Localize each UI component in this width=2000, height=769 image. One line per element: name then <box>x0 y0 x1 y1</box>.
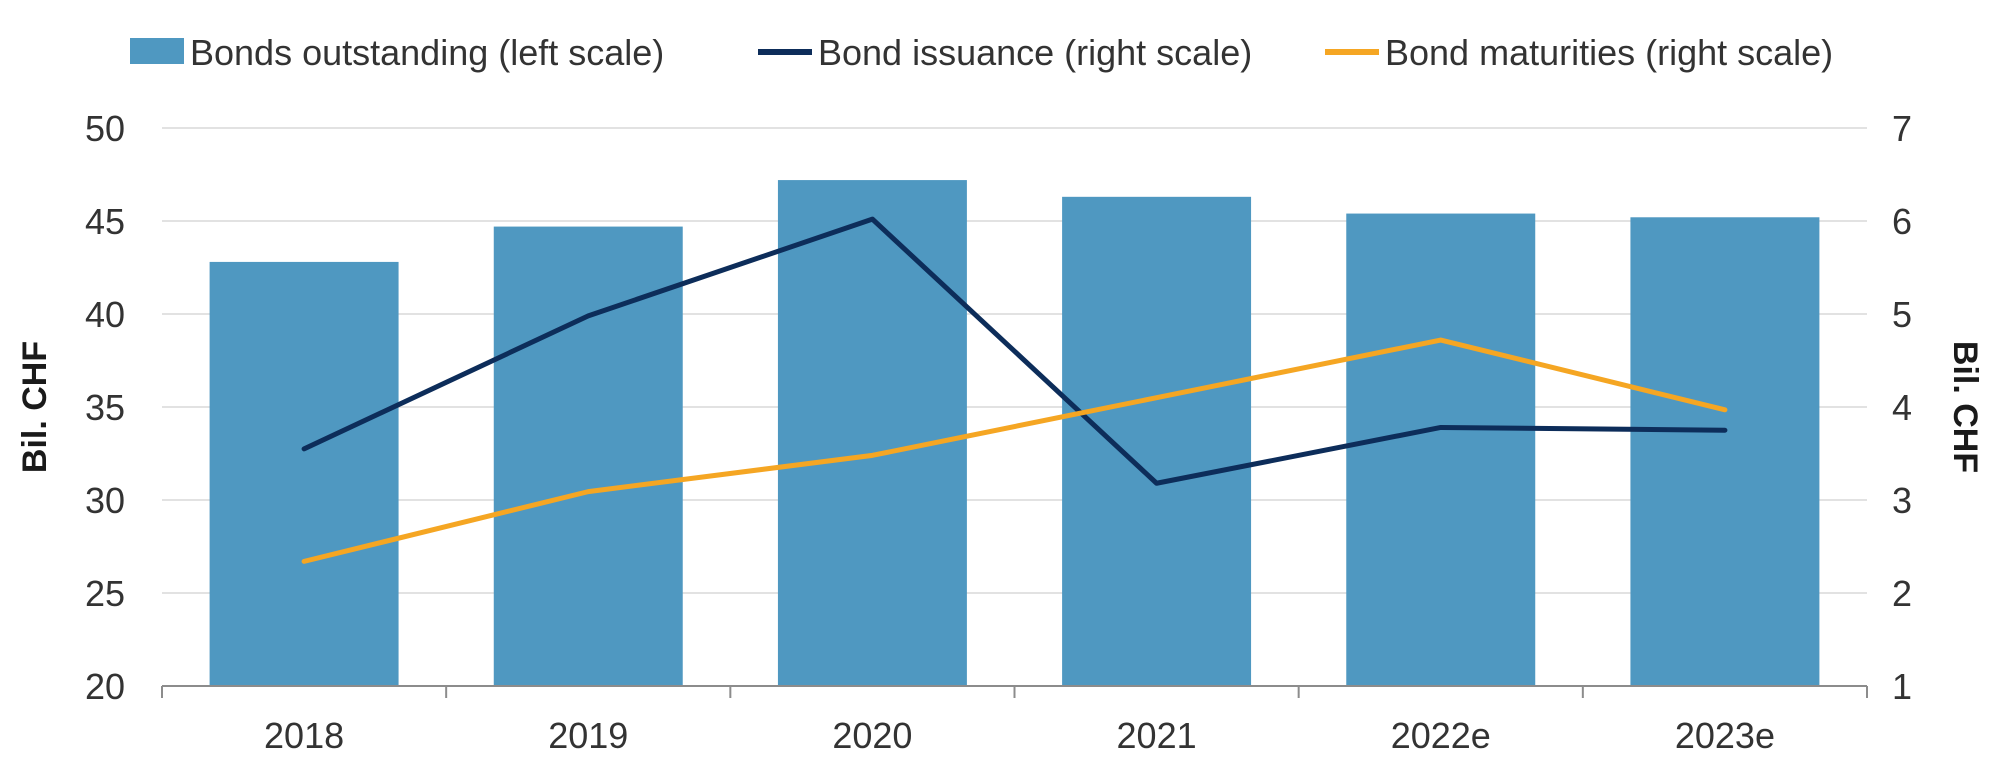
line-series <box>301 216 1728 564</box>
bar-2019 <box>493 226 683 686</box>
issuance-line <box>301 216 1728 486</box>
x-tick-label: 2019 <box>548 715 628 756</box>
legend-label: Bond maturities (right scale) <box>1385 32 1833 73</box>
axis-labels: 50 7 45 6 40 5 35 4 30 3 25 2 20 1 2018 2019 2020 2021 202… <box>16 108 1984 756</box>
legend-item-bond-issuance: Bond issuance (right scale) <box>758 32 1252 73</box>
bar-2018 <box>209 261 399 686</box>
y-tick-label-left: 45 <box>85 201 125 242</box>
x-tick-label: 2023e <box>1675 715 1775 756</box>
y-tick-label-left: 35 <box>85 387 125 428</box>
y-tick-label-right: 7 <box>1892 108 1912 149</box>
legend-item-bond-maturities: Bond maturities (right scale) <box>1325 32 1833 73</box>
grid <box>162 127 1867 594</box>
y-tick-label-left: 40 <box>85 294 125 335</box>
y-tick-label-left: 30 <box>85 480 125 521</box>
y-tick-label-right: 1 <box>1892 666 1912 707</box>
y-tick-label-left: 50 <box>85 108 125 149</box>
y-tick-label-right: 6 <box>1892 201 1912 242</box>
x-tick-label: 2021 <box>1117 715 1197 756</box>
bar-2022e <box>1346 213 1536 686</box>
x-tick-label: 2020 <box>832 715 912 756</box>
x-tick-label: 2018 <box>264 715 344 756</box>
legend-swatch <box>130 38 184 64</box>
legend: Bonds outstanding (left scale) Bond issua… <box>130 32 1833 73</box>
bar-2023e <box>1630 217 1820 686</box>
bar-2021 <box>1062 196 1252 686</box>
axes <box>161 685 1868 698</box>
y-tick-label-right: 4 <box>1892 387 1912 428</box>
y-tick-label-left: 25 <box>85 573 125 614</box>
legend-item-bonds-outstanding: Bonds outstanding (left scale) <box>130 32 664 73</box>
bar-series <box>209 180 1820 686</box>
x-tick-label: 2022e <box>1391 715 1491 756</box>
y-tick-label-left: 20 <box>85 666 125 707</box>
y-axis-title-right: Bil. CHF <box>1946 341 1984 473</box>
y-axis-title-left: Bil. CHF <box>16 341 54 473</box>
y-tick-label-right: 2 <box>1892 573 1912 614</box>
bar-2020 <box>777 180 967 686</box>
legend-label: Bonds outstanding (left scale) <box>190 32 664 73</box>
y-tick-label-right: 5 <box>1892 294 1912 335</box>
y-tick-label-right: 3 <box>1892 480 1912 521</box>
maturities-line <box>301 337 1728 564</box>
legend-label: Bond issuance (right scale) <box>818 32 1252 73</box>
